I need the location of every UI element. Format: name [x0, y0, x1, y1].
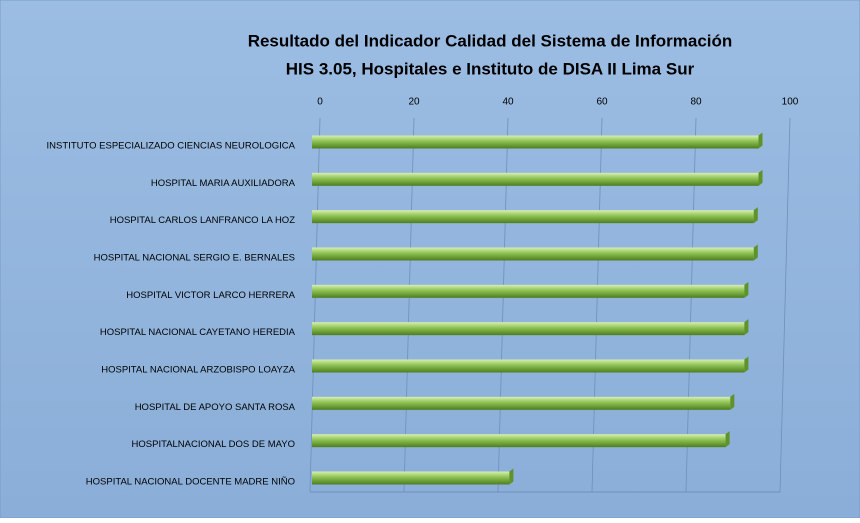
x-tick-label: 60 [596, 97, 608, 108]
y-tick-label: INSTITUTO ESPECIALIZADO CIENCIAS NEUROLO… [47, 141, 296, 152]
bar-end [744, 281, 749, 298]
bar [312, 284, 745, 298]
y-tick-label: HOSPITAL NACIONAL ARZOBISPO LOAYZA [101, 365, 295, 376]
bar-end [744, 319, 749, 336]
y-tick-label: HOSPITAL DE APOYO SANTA ROSA [135, 402, 296, 413]
y-tick-label: HOSPITAL NACIONAL SERGIO E. BERNALES [94, 253, 295, 264]
grid-line [779, 117, 791, 493]
y-tick-label: HOSPITAL VICTOR LARCO HERRERA [126, 290, 295, 301]
bar-end [730, 393, 735, 410]
bar-end [758, 169, 763, 186]
bar [312, 434, 726, 448]
y-tick-label: HOSPITAL MARIA AUXILIADORA [151, 178, 296, 189]
bar [312, 247, 754, 261]
y-tick-label: HOSPITAL NACIONAL DOCENTE MADRE NIÑO [86, 477, 295, 488]
y-tick-label: HOSPITAL NACIONAL CAYETANO HEREDIA [100, 327, 296, 338]
y-tick-label: HOSPITALNACIONAL DOS DE MAYO [132, 439, 295, 450]
bar [312, 322, 745, 336]
bar [312, 359, 745, 373]
bar-end [744, 356, 749, 373]
bar [312, 471, 510, 485]
x-tick-label: 80 [690, 97, 702, 108]
bar [312, 396, 731, 410]
x-tick-label: 0 [317, 97, 323, 108]
x-tick-label: 20 [408, 97, 420, 108]
bar [312, 172, 759, 186]
x-tick-label: 40 [502, 97, 514, 108]
y-tick-label: HOSPITAL CARLOS LANFRANCO LA HOZ [110, 215, 295, 226]
bar-end [758, 132, 763, 149]
chart-title: HIS 3.05, Hospitales e Instituto de DISA… [286, 59, 695, 78]
bar-end [753, 207, 758, 224]
bar [312, 210, 754, 224]
x-tick-label: 100 [782, 97, 799, 108]
chart-title: Resultado del Indicador Calidad del Sist… [248, 31, 733, 50]
bar-end [509, 468, 514, 485]
bar-end [725, 431, 730, 448]
bar-end [753, 244, 758, 261]
bar [312, 135, 759, 149]
